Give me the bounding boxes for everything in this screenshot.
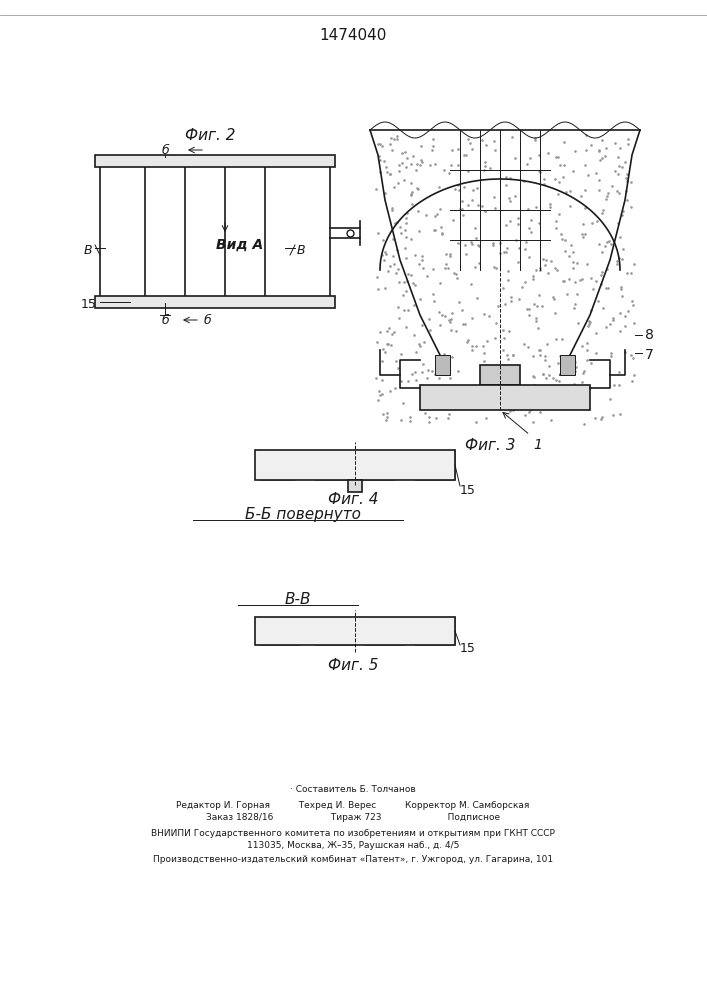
Text: б: б bbox=[161, 314, 169, 326]
Text: Фиг. 2: Фиг. 2 bbox=[185, 127, 235, 142]
Text: В: В bbox=[297, 243, 305, 256]
Text: Фиг. 5: Фиг. 5 bbox=[328, 658, 378, 672]
Text: 7: 7 bbox=[645, 348, 654, 362]
Text: 15: 15 bbox=[460, 642, 476, 654]
Bar bbox=[560, 355, 575, 375]
Text: 8: 8 bbox=[645, 328, 654, 342]
Text: В: В bbox=[83, 243, 92, 256]
Bar bbox=[255, 617, 455, 645]
Text: 1474040: 1474040 bbox=[320, 27, 387, 42]
Text: 15: 15 bbox=[81, 298, 97, 312]
Polygon shape bbox=[365, 617, 405, 645]
Text: Редактор И. Горная          Техред И. Верес          Корректор М. Самборская: Редактор И. Горная Техред И. Верес Корре… bbox=[176, 800, 530, 810]
Text: Б-Б повернуто: Б-Б повернуто bbox=[245, 508, 361, 522]
Text: б: б bbox=[161, 143, 169, 156]
Text: 113035, Москва, Ж–35, Раушская наб., д. 4/5: 113035, Москва, Ж–35, Раушская наб., д. … bbox=[247, 842, 459, 850]
Text: б: б bbox=[204, 314, 212, 326]
Bar bbox=[95, 296, 335, 308]
Polygon shape bbox=[360, 450, 395, 480]
Bar bbox=[488, 385, 512, 400]
Text: Вид А: Вид А bbox=[216, 238, 264, 252]
Text: · Составитель Б. Толчанов: · Составитель Б. Толчанов bbox=[290, 786, 416, 794]
Text: Заказ 1828/16                    Тираж 723                       Подписное: Заказ 1828/16 Тираж 723 Подписное bbox=[206, 814, 500, 822]
Polygon shape bbox=[415, 450, 455, 480]
Bar bbox=[95, 155, 335, 167]
Text: 1: 1 bbox=[533, 438, 542, 452]
Bar bbox=[100, 165, 330, 300]
Polygon shape bbox=[315, 450, 350, 480]
Bar bbox=[348, 480, 362, 492]
Bar bbox=[480, 365, 520, 385]
Text: Фиг. 4: Фиг. 4 bbox=[328, 492, 378, 508]
Text: Производственно-издательский комбинат «Патент», г. Ужгород, ул. Гагарина, 101: Производственно-издательский комбинат «П… bbox=[153, 854, 553, 863]
Bar bbox=[435, 355, 450, 375]
Text: Фиг. 3: Фиг. 3 bbox=[464, 438, 515, 452]
Polygon shape bbox=[260, 450, 295, 480]
Polygon shape bbox=[260, 617, 300, 645]
Polygon shape bbox=[315, 617, 355, 645]
Bar bbox=[255, 450, 455, 480]
Text: 15: 15 bbox=[460, 484, 476, 496]
Text: В-В: В-В bbox=[285, 592, 311, 607]
Bar bbox=[420, 385, 590, 410]
Text: ВНИИПИ Государственного комитета по изобретениям и открытиям при ГКНТ СССР: ВНИИПИ Государственного комитета по изоб… bbox=[151, 828, 555, 838]
Polygon shape bbox=[415, 617, 455, 645]
